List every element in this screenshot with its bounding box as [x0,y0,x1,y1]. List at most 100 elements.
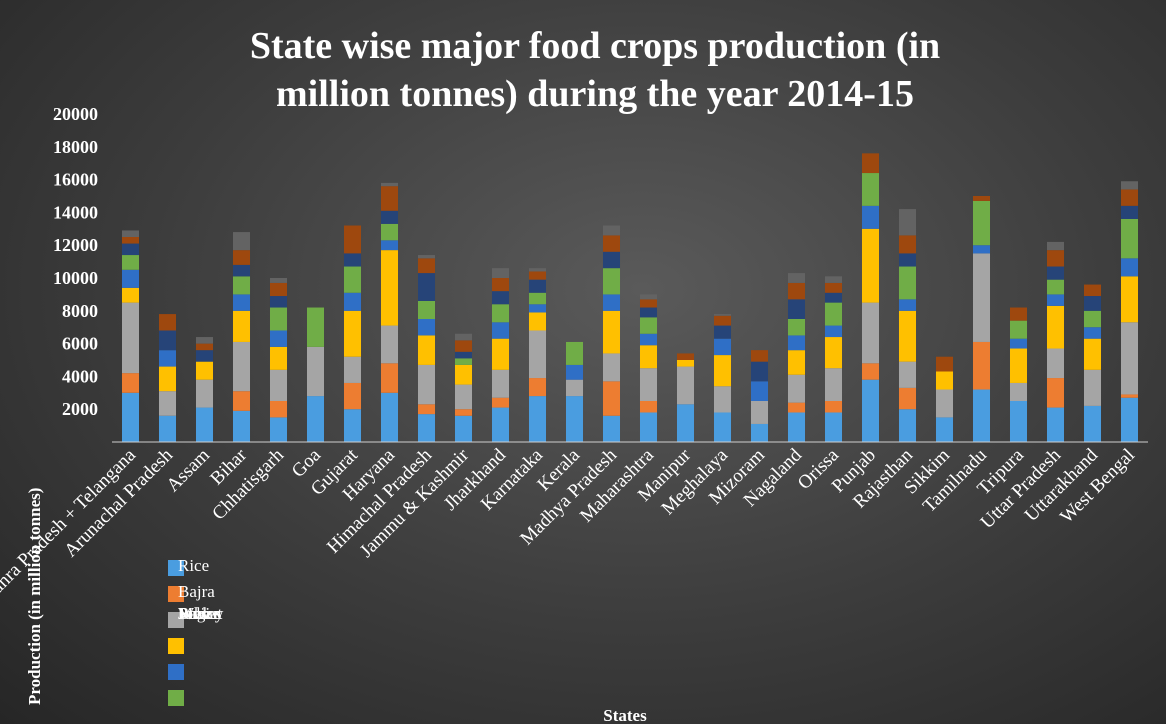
bar-segment [491,268,510,278]
bar-segment [824,368,843,401]
bar-segment [639,294,658,300]
bar-segment [1083,405,1102,442]
bar-segment [121,243,140,256]
bar-segment [1120,258,1139,277]
bar-segment [232,391,251,411]
bar-segment [232,264,251,277]
bar-segment [306,307,325,347]
bar-segment [1009,307,1028,321]
bar-segment [1046,266,1065,280]
legend-label: Ragi [178,604,210,623]
x-axis-title: States [603,706,647,724]
bar-segment [121,230,140,237]
legend-label: Maize [178,604,220,623]
bar-segment [898,266,917,300]
y-tick-label: 8000 [62,301,98,321]
bar-segment [528,378,547,397]
bar-segment [195,337,214,344]
bar-segment [1120,189,1139,206]
bar-segment [269,401,288,418]
bar-segment [306,346,325,397]
bar-segment [1009,320,1028,339]
bar-segment [195,361,214,380]
bar-segment [824,337,843,369]
chart-title-line-1: State wise major food crops production (… [250,25,940,67]
bar-segment [1120,397,1139,442]
bar-segment [491,291,510,305]
bar-segment [713,315,732,326]
bar-segment [676,353,695,360]
bar-segment [491,369,510,398]
bar-segment [121,255,140,270]
bar-segment [750,361,769,382]
bar-segment [824,292,843,303]
bar-segment [232,410,251,442]
bar-segment [602,225,621,236]
bar-segment [454,384,473,410]
bar-segment [1046,279,1065,295]
bar-segment [639,345,658,369]
bar-segment [232,310,251,342]
bar-segment [343,409,362,442]
bar-segment [158,330,177,351]
bar-segment [1009,382,1028,401]
legend-swatch [168,664,184,680]
bar-segment [269,278,288,283]
bar-segment [491,338,510,370]
bar-segment [380,250,399,326]
legend-label: Bajra [178,582,215,601]
bar-segment [417,404,436,415]
legend-swatch [168,612,184,628]
y-tick-label: 6000 [62,334,98,354]
bar-segment [861,228,880,303]
bar-segment [935,371,954,390]
bar-segment [528,304,547,313]
bar-segment [972,196,991,201]
bar-segment [639,401,658,413]
bar-segment [1083,296,1102,311]
bar-segment [269,346,288,370]
bar-segment [343,382,362,410]
legend-label: Wheat [178,604,223,623]
bar-segment [787,273,806,283]
x-tick-label: Assam [163,445,215,497]
bar-segment [528,396,547,442]
bar-segment [1046,378,1065,408]
bar-segment [121,373,140,393]
bar-segment [972,253,991,342]
bar-segment [528,268,547,272]
bar-segment [750,381,769,401]
bar-segment [565,364,584,380]
bar-segment [861,173,880,206]
bar-segment [158,314,177,331]
bar-segment [121,392,140,442]
bar-segment [639,412,658,442]
bar-segment [713,386,732,413]
bar-segment [861,302,880,364]
bar-segment [824,276,843,283]
y-tick-label: 12000 [53,235,98,255]
y-tick-label: 10000 [53,268,98,288]
bar-segment [972,245,991,254]
bar-segment [972,341,991,390]
bar-segment [343,292,362,311]
legend-label: Rice [178,556,209,575]
bar-segment [158,366,177,392]
bar-segment [195,379,214,408]
bar-segment [898,387,917,410]
bar-segment [417,414,436,442]
bar-segment [713,325,732,339]
y-tick-label: 20000 [53,104,98,124]
bar-segment [417,335,436,365]
bar-segment [1009,401,1028,442]
bar-segment [417,300,436,319]
legend-label: Pulses [178,604,221,623]
bar-segment [454,358,473,365]
bar-segment [898,253,917,267]
bar-segment [1046,294,1065,306]
bar-segment [750,401,769,424]
bar-segment [713,338,732,356]
bar-segment [750,423,769,442]
